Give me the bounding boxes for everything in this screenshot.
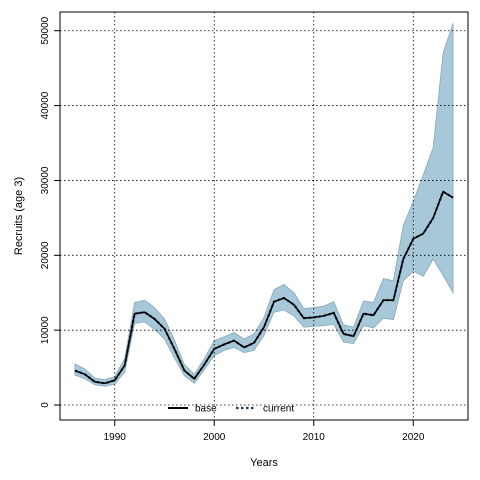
confidence-band <box>74 23 454 387</box>
y-tick-label-10000: 10000 <box>40 316 51 344</box>
y-tick-label-50000: 50000 <box>40 16 51 44</box>
x-tick-label-2010: 2010 <box>303 432 326 443</box>
legend-label-current: current <box>263 404 294 415</box>
plot-frame <box>59 11 469 421</box>
x-axis-label: Years <box>250 457 278 469</box>
y-tick-label-40000: 40000 <box>40 91 51 119</box>
x-tick-label-1990: 1990 <box>104 432 127 443</box>
series-line-base <box>74 190 454 385</box>
plot-area: 1990 2000 2010 2020 0 10000 20000 30000 40000 500… <box>40 11 469 443</box>
x-tick-label-2020: 2020 <box>402 432 425 443</box>
y-tick-label-30000: 30000 <box>40 166 51 194</box>
y-axis-label: Recruits (age 3) <box>13 177 25 255</box>
x-tick-label-2000: 2000 <box>203 432 226 443</box>
y-tick-label-0: 0 <box>40 402 51 408</box>
y-tick-label-20000: 20000 <box>40 241 51 269</box>
legend-label-base: base <box>195 404 217 415</box>
